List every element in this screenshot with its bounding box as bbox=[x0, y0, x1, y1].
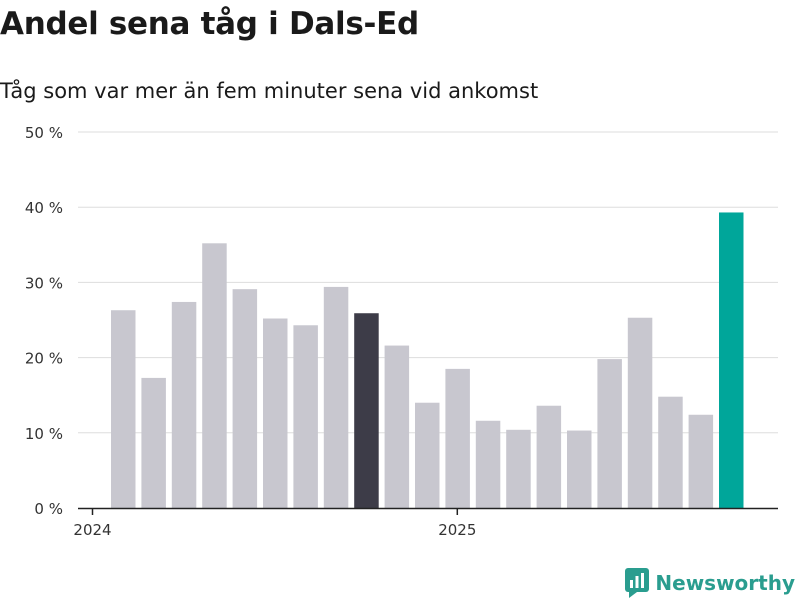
x-tick-label: 2025 bbox=[438, 521, 476, 539]
y-tick-label: 50 % bbox=[25, 124, 63, 142]
bar bbox=[171, 301, 197, 508]
bar bbox=[354, 313, 379, 508]
bar bbox=[627, 317, 653, 508]
bar bbox=[658, 396, 683, 508]
bar bbox=[384, 345, 410, 508]
bar bbox=[597, 359, 622, 508]
bar bbox=[293, 325, 318, 508]
bar bbox=[536, 405, 562, 508]
bar-chart: 0 % 10 % 20 % 30 % 40 % 50 % 2024 2025 bbox=[25, 124, 778, 539]
page-subtitle: Tåg som var mer än fem minuter sena vid … bbox=[0, 79, 539, 103]
bar bbox=[232, 289, 258, 508]
bar bbox=[719, 212, 744, 509]
bar bbox=[323, 286, 349, 508]
bar bbox=[506, 429, 531, 508]
y-tick-label: 10 % bbox=[25, 425, 63, 443]
bar bbox=[263, 318, 288, 508]
x-tick-label: 2024 bbox=[73, 521, 111, 539]
brand-footer: Newsworthy bbox=[625, 568, 795, 598]
brand-name: Newsworthy bbox=[655, 571, 795, 595]
bar bbox=[475, 420, 501, 508]
newsworthy-chart-icon bbox=[625, 568, 650, 598]
y-tick-label: 0 % bbox=[34, 500, 63, 518]
y-tick-label: 30 % bbox=[25, 274, 63, 292]
bar bbox=[567, 430, 592, 508]
bar bbox=[202, 243, 227, 508]
page-title: Andel sena tåg i Dals-Ed bbox=[0, 6, 419, 42]
bar bbox=[415, 402, 440, 508]
bar bbox=[688, 414, 714, 508]
bar bbox=[111, 310, 136, 508]
y-tick-label: 20 % bbox=[25, 350, 63, 368]
bar bbox=[141, 377, 166, 508]
y-tick-label: 40 % bbox=[25, 199, 63, 217]
bar bbox=[445, 368, 470, 508]
